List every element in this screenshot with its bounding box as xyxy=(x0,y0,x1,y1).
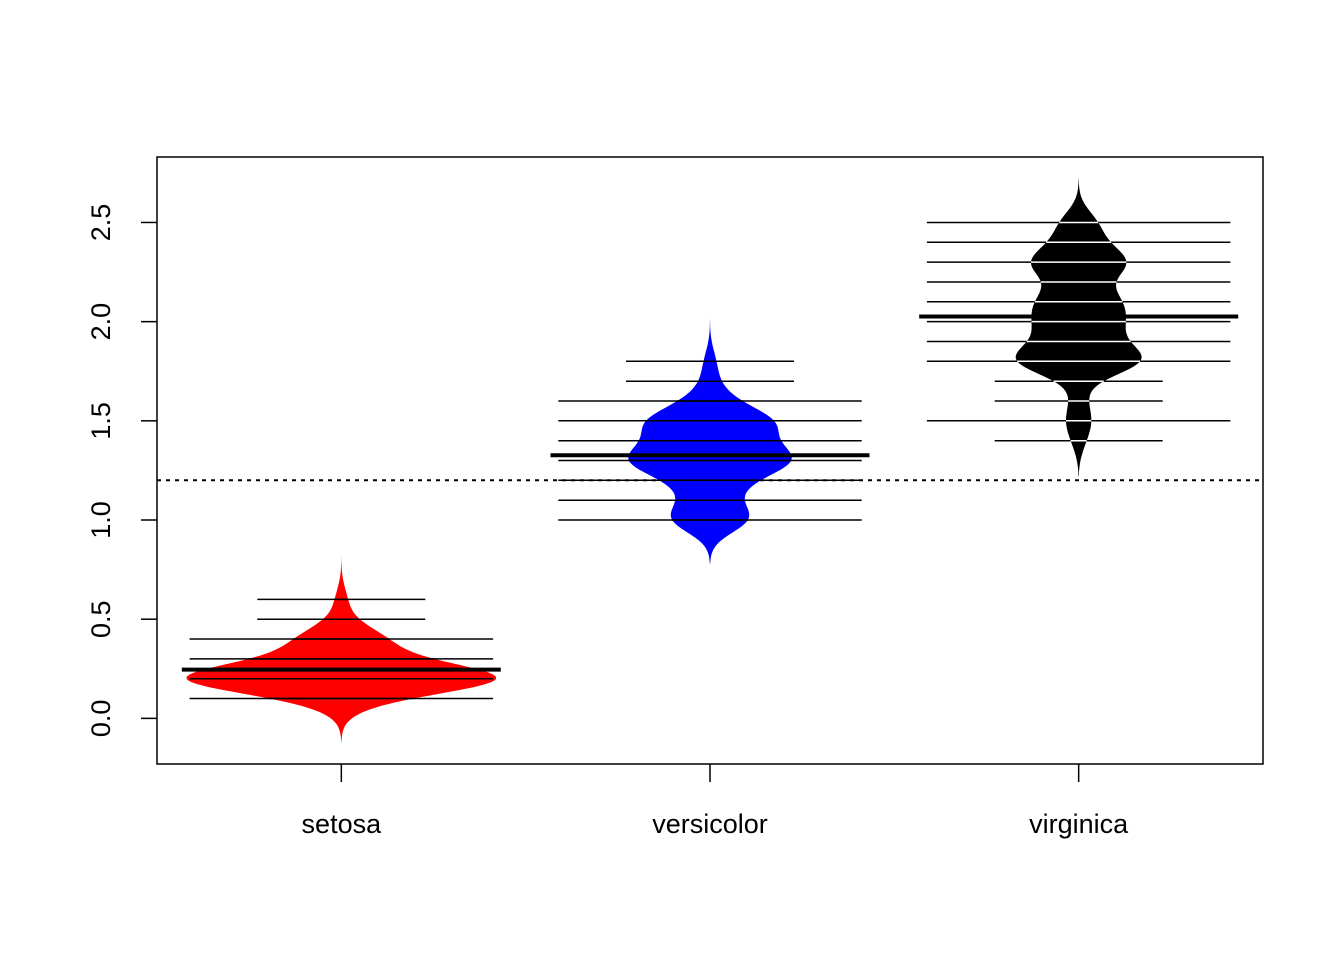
y-tick-label: 2.0 xyxy=(86,303,116,341)
beans-layer xyxy=(181,178,1239,743)
bean-versicolor xyxy=(550,317,870,564)
y-tick-label: 1.0 xyxy=(86,501,116,539)
bean-shape-setosa xyxy=(186,555,497,743)
y-tick-label: 2.5 xyxy=(86,204,116,242)
bean-setosa xyxy=(181,555,501,743)
y-tick-label: 1.5 xyxy=(86,402,116,440)
y-axis: 0.0 0.5 1.0 1.5 2.0 2.5 xyxy=(86,204,157,737)
x-axis: setosa versicolor virginica xyxy=(302,764,1129,839)
y-tick-label: 0.5 xyxy=(86,600,116,638)
y-tick-label: 0.0 xyxy=(86,700,116,738)
x-category-label: versicolor xyxy=(652,809,768,839)
x-category-label: virginica xyxy=(1029,809,1129,839)
bean-shape-virginica xyxy=(1015,178,1142,477)
x-category-label: setosa xyxy=(302,809,383,839)
bean-virginica xyxy=(919,178,1239,477)
